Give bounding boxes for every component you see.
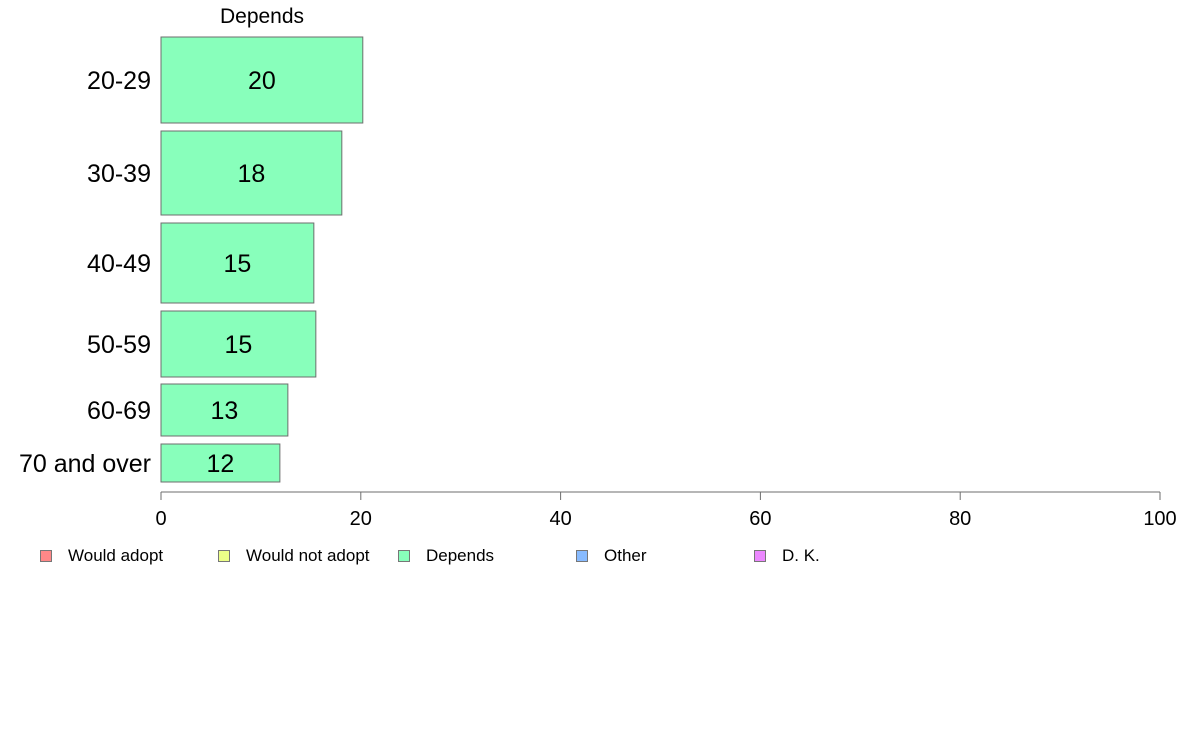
category-label: 60-69 [87, 397, 151, 425]
legend-swatch-would-adopt [40, 550, 52, 562]
legend-label: Depends [426, 546, 495, 565]
legend-item-other: Other [576, 546, 647, 566]
bar-70-and-over [160, 443, 281, 483]
category-label: 40-49 [87, 250, 151, 278]
category-label: 20-29 [87, 67, 151, 95]
legend-item-dk: D. K. [754, 546, 820, 566]
panel-title: Depends [220, 5, 304, 28]
legend-item-depends: Depends [398, 546, 494, 566]
legend-label: Would not adopt [246, 546, 370, 565]
x-tick-label: 20 [350, 508, 372, 530]
x-tick-label: 100 [1143, 508, 1176, 530]
bar-value-label: 15 [224, 250, 252, 278]
category-label: 70 and over [19, 450, 151, 478]
x-tick-label: 40 [549, 508, 571, 530]
legend-label: Would adopt [68, 546, 164, 565]
bar-30-39 [160, 130, 343, 216]
legend-item-would-adopt: Would adopt [40, 546, 163, 566]
legend-swatch-other [576, 550, 588, 562]
x-tick-label: 0 [155, 508, 166, 530]
bar-value-label: 15 [225, 331, 253, 359]
bar-20-29 [160, 36, 364, 124]
x-tick-label: 60 [749, 508, 771, 530]
legend-swatch-dk [754, 550, 766, 562]
bars-group: 20 20-29 18 30-39 15 40-49 15 50-59 13 60-69 12 70 … [19, 36, 364, 483]
legend-label: D. K. [782, 546, 820, 565]
legend-label: Other [604, 546, 647, 565]
bar-value-label: 18 [238, 160, 266, 188]
bar-60-69 [160, 383, 289, 437]
legend: Would adopt Would not adopt Depends Othe… [40, 546, 880, 568]
bar-value-label: 13 [211, 397, 239, 425]
category-label: 30-39 [87, 160, 151, 188]
legend-swatch-would-not-adopt [218, 550, 230, 562]
bar-50-59 [160, 310, 317, 378]
legend-swatch-depends [398, 550, 410, 562]
bar-value-label: 12 [207, 450, 235, 478]
x-tick-label: 80 [949, 508, 971, 530]
legend-item-would-not-adopt: Would not adopt [218, 546, 370, 566]
bar-40-49 [160, 222, 315, 304]
x-axis: 0 20 40 60 80 100 [155, 491, 1177, 530]
bar-value-label: 20 [248, 67, 276, 95]
category-label: 50-59 [87, 331, 151, 359]
